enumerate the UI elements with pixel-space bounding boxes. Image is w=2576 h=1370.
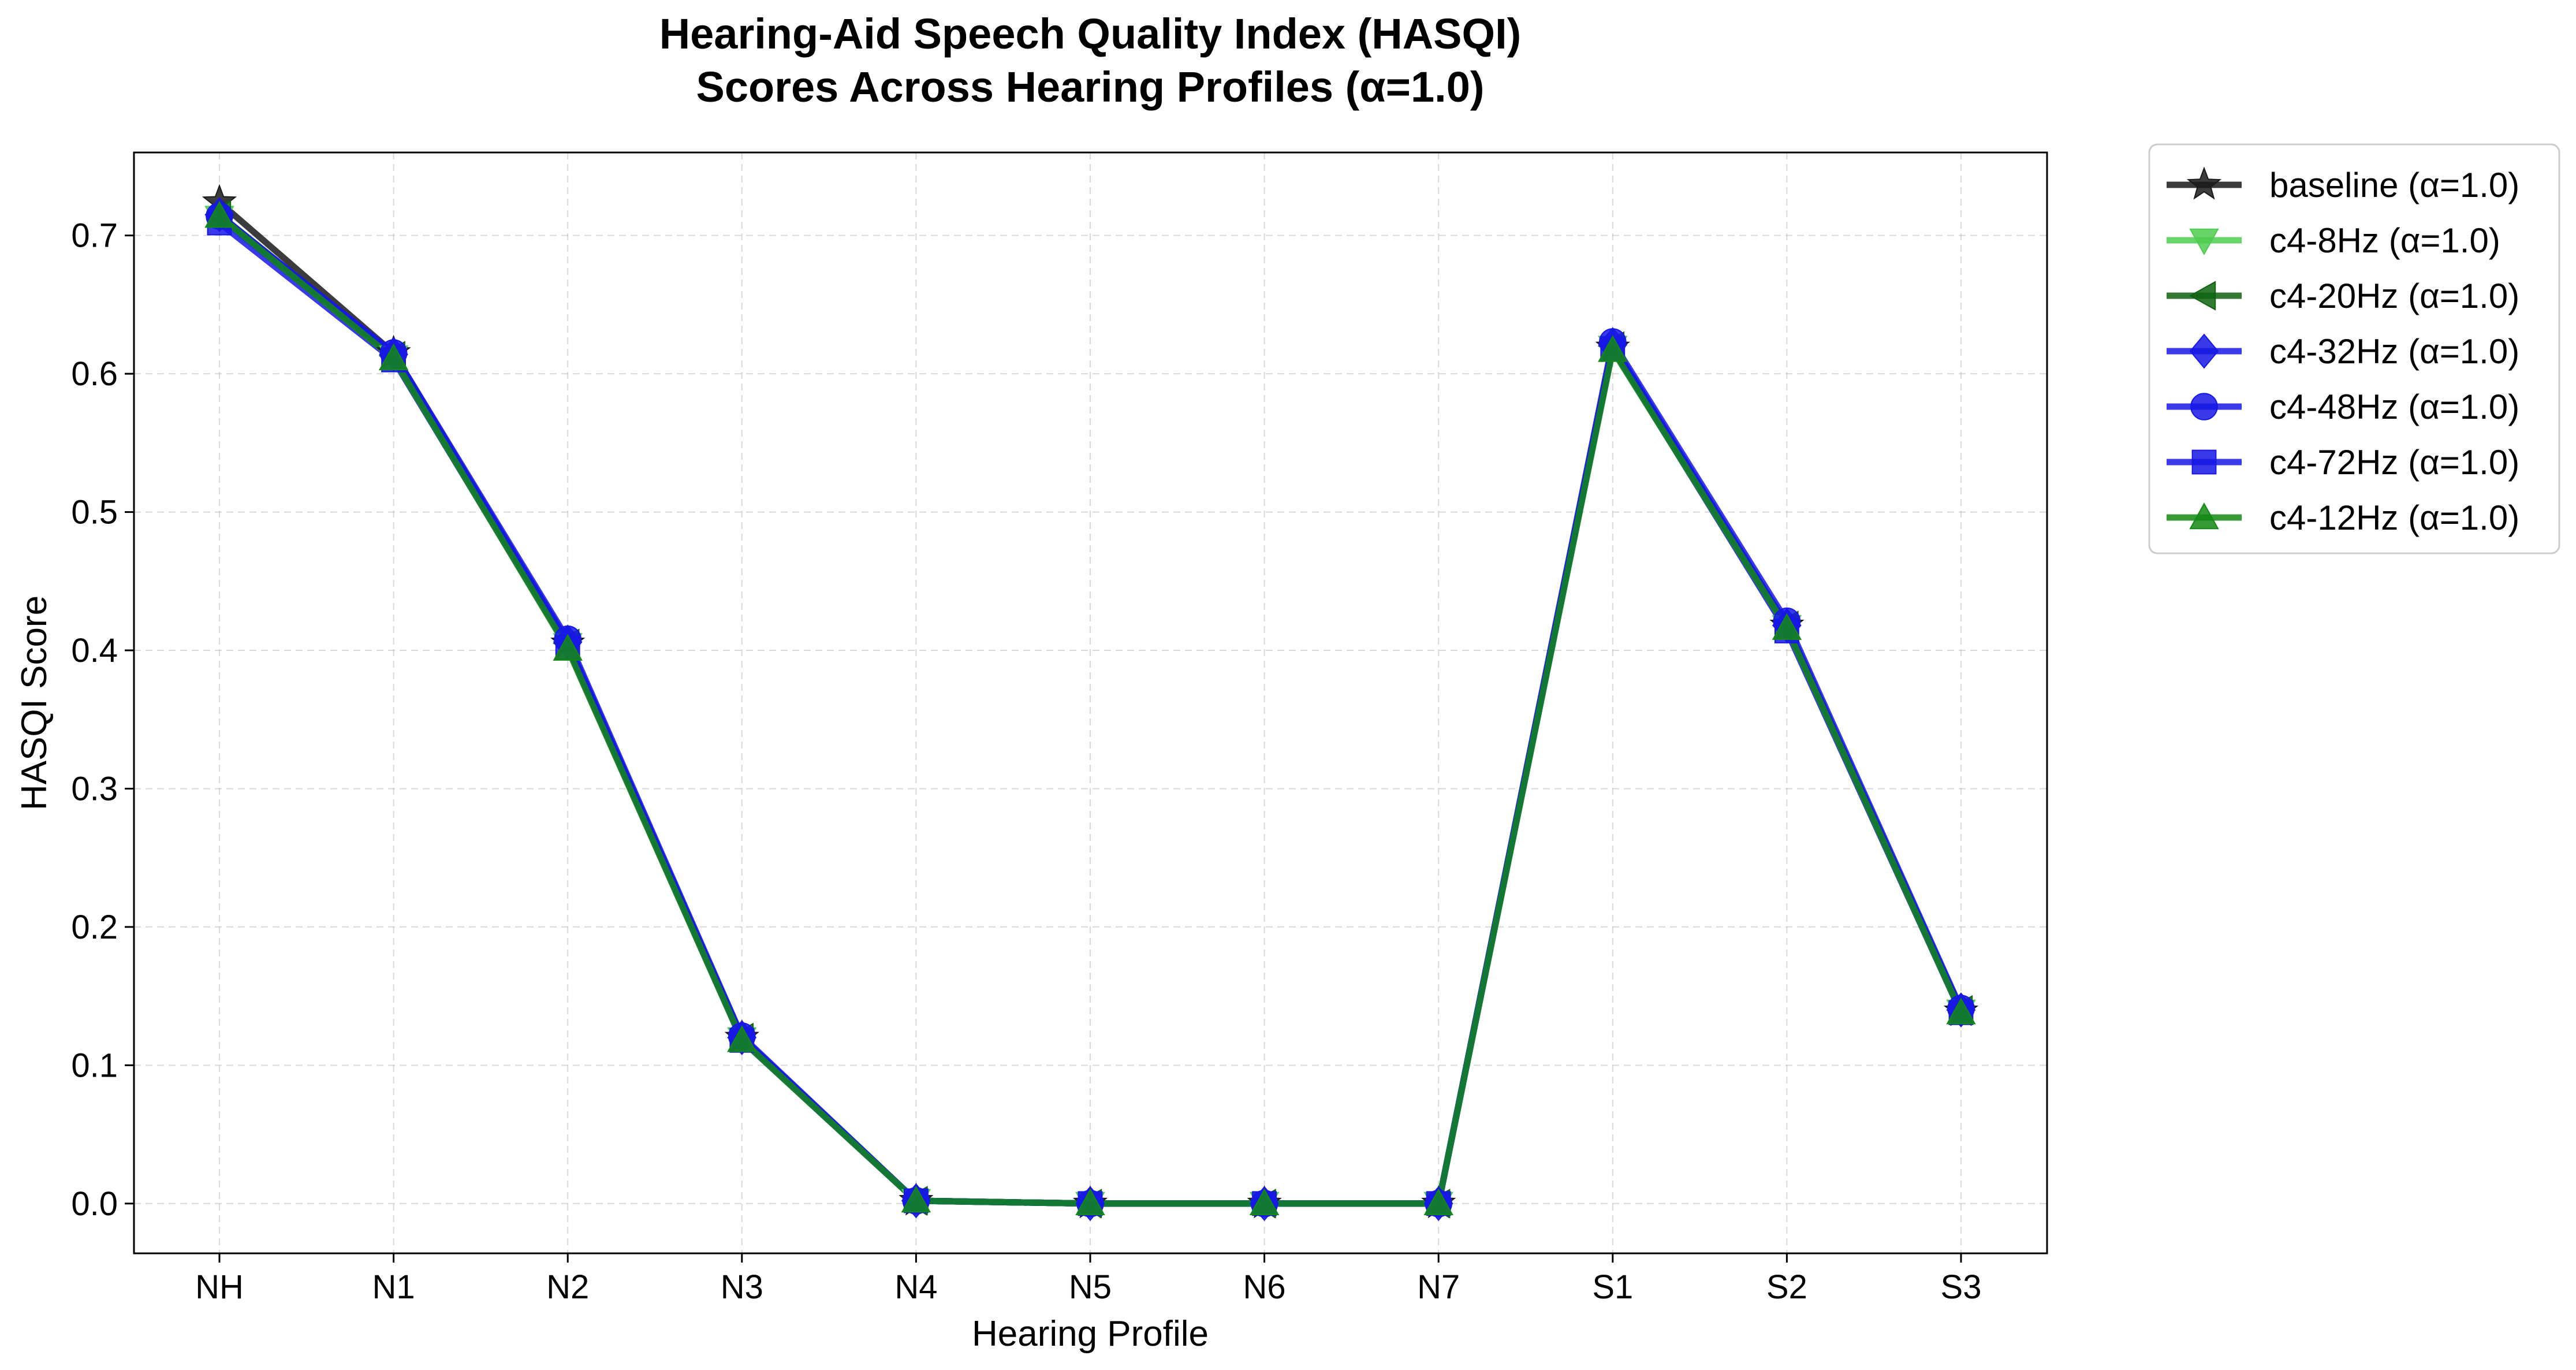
x-tick-label: S2 <box>1766 1268 1807 1306</box>
data-point <box>1249 1188 1280 1215</box>
legend-marker <box>2189 228 2219 256</box>
data-point <box>1946 997 1976 1025</box>
y-tick-label: 0.1 <box>71 1047 118 1084</box>
grid-lines <box>134 152 2047 1253</box>
y-tick-label: 0.2 <box>71 909 118 946</box>
legend-frame <box>2148 143 2560 554</box>
x-tick-label: S1 <box>1592 1268 1633 1306</box>
data-point <box>378 343 409 370</box>
chart-title-line1: Hearing-Aid Speech Quality Index (HASQI) <box>659 10 1522 58</box>
legend-label: c4-32Hz (α=1.0) <box>2269 332 2519 371</box>
legend: baseline (α=1.0) c4-8Hz (α=1.0) c4-20Hz (α… <box>2148 143 2560 554</box>
data-point <box>553 634 583 661</box>
legend-marker <box>2191 449 2217 475</box>
y-axis-label: HASQI Score <box>14 595 54 810</box>
data-point <box>204 201 234 228</box>
legend-marker <box>2189 502 2219 530</box>
data-point <box>901 1185 931 1213</box>
x-tick-label: N5 <box>1069 1268 1112 1306</box>
y-axis: 0.0 0.1 0.2 0.3 0.4 0.5 0.6 0.7 <box>71 217 134 1223</box>
legend-marker <box>2189 281 2216 311</box>
data-point <box>1075 1188 1105 1215</box>
x-axis: NH N1 N2 N3 N4 N5 N6 N7 S1 S2 S3 <box>195 1253 1981 1306</box>
legend-label: c4-12Hz (α=1.0) <box>2269 498 2519 537</box>
x-tick-label: S3 <box>1941 1268 1982 1306</box>
y-tick-label: 0.7 <box>71 217 118 255</box>
data-point <box>1423 1188 1453 1215</box>
y-tick-label: 0.5 <box>71 494 118 531</box>
x-tick-label: NH <box>195 1268 244 1306</box>
legend-label: c4-20Hz (α=1.0) <box>2269 277 2519 315</box>
legend-label: baseline (α=1.0) <box>2269 166 2519 204</box>
y-tick-label: 0.3 <box>71 770 118 807</box>
chart-title-line2: Scores Across Hearing Profiles (α=1.0) <box>696 63 1484 111</box>
x-tick-label: N7 <box>1417 1268 1460 1306</box>
x-tick-label: N3 <box>721 1268 763 1306</box>
legend-marker <box>2190 393 2218 420</box>
legend-label: c4-8Hz (α=1.0) <box>2269 221 2500 260</box>
data-point <box>1772 613 1802 640</box>
data-point <box>727 1025 757 1052</box>
legend-label: c4-72Hz (α=1.0) <box>2269 443 2519 482</box>
x-axis-label: Hearing Profile <box>972 1314 1209 1354</box>
y-tick-label: 0.4 <box>71 632 118 669</box>
legend-marker <box>2189 333 2219 369</box>
x-tick-label: N2 <box>546 1268 589 1306</box>
data-point <box>1598 335 1628 362</box>
series-markers <box>202 184 1979 1222</box>
legend-marker <box>2186 166 2222 200</box>
x-tick-label: N6 <box>1243 1268 1286 1306</box>
y-tick-label: 0.0 <box>71 1185 118 1223</box>
legend-label: c4-48Hz (α=1.0) <box>2269 388 2519 426</box>
x-tick-label: N4 <box>894 1268 937 1306</box>
x-tick-label: N1 <box>372 1268 415 1306</box>
y-tick-label: 0.6 <box>71 355 118 393</box>
